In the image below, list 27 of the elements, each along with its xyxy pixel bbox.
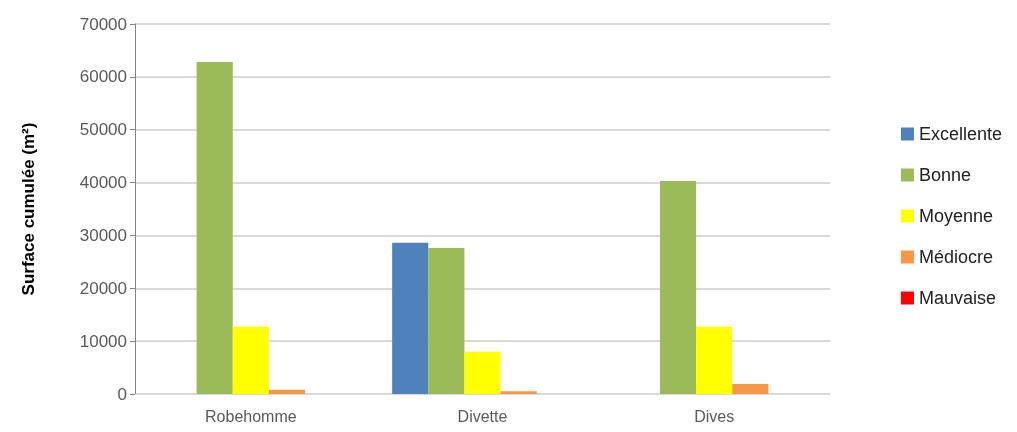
bar <box>196 62 233 394</box>
bar <box>696 326 733 394</box>
y-axis-title: Surface cumulée (m²) <box>19 122 38 296</box>
bar <box>232 326 269 394</box>
x-tick-label: Dives <box>694 407 735 425</box>
y-tick-label: 20000 <box>79 278 127 298</box>
x-tick-label: Divette <box>457 407 508 425</box>
x-tick-label: Robehomme <box>205 407 297 425</box>
legend-label: Bonne <box>918 165 972 185</box>
legend-label: Excellente <box>918 124 1003 144</box>
bar <box>268 389 306 394</box>
legend-label: Médiocre <box>918 247 993 267</box>
y-tick-label: 60000 <box>79 67 127 87</box>
y-tick-label: 40000 <box>79 173 127 193</box>
y-tick-label: 30000 <box>79 225 127 245</box>
bar <box>732 383 769 394</box>
bar <box>500 391 537 394</box>
bar <box>659 180 697 394</box>
legend-label: Mauvaise <box>918 288 996 308</box>
y-tick-label: 0 <box>117 384 127 404</box>
y-tick-label: 10000 <box>79 331 127 351</box>
y-tick-label: 50000 <box>79 120 127 140</box>
y-tick-label: 70000 <box>79 14 127 34</box>
bar <box>392 242 429 394</box>
legend-label: Moyenne <box>918 206 994 226</box>
bar <box>428 248 465 394</box>
bar <box>464 351 501 394</box>
